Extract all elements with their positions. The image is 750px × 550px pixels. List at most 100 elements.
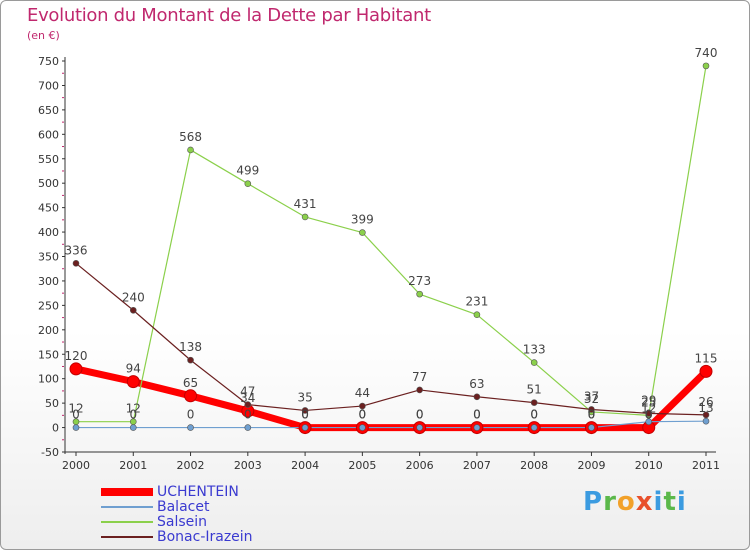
x-tick-label: 2001 [119,459,147,472]
data-point [530,399,538,406]
legend-swatch [101,521,153,523]
series-line-salsein [76,65,707,423]
x-tick-label: 2003 [234,459,262,472]
data-point [301,407,309,414]
data-point [187,356,194,364]
x-tick-label: 2004 [291,459,319,472]
data-label: 273 [408,274,431,288]
data-point [702,417,710,425]
data-label: 35 [297,390,312,404]
proxiti-logo: Proxiti [583,487,687,517]
data-point [72,260,80,267]
data-label: 740 [695,46,718,60]
data-point [416,290,423,298]
logo-letter: o [616,487,636,517]
y-tick-label: 0 [52,422,59,435]
data-point [244,401,252,408]
y-tick-label: 700 [38,79,59,92]
logo-letter: t [663,487,677,517]
data-label: 231 [465,295,488,309]
y-tick-label: -50 [41,446,59,459]
data-label: 568 [179,130,202,144]
data-point [416,424,423,431]
data-point [473,393,481,401]
data-point [359,229,366,236]
legend-label: Salsein [157,514,208,530]
data-label: 32 [584,392,599,406]
data-label: 37 [584,389,599,403]
legend-label: Bonac-Irazein [157,529,253,545]
data-point [645,418,653,425]
data-point [187,424,194,431]
data-label: 0 [473,408,481,422]
data-label: 133 [523,343,546,357]
data-label: 0 [473,408,481,422]
data-point [129,306,137,314]
y-tick-label: 150 [38,348,59,361]
data-point [530,424,538,431]
data-label: 44 [355,386,370,400]
data-label: 0 [416,408,424,422]
chart-title: Evolution du Montant de la Dette par Hab… [27,5,431,26]
data-point [359,424,366,431]
x-tick-label: 2007 [463,459,491,472]
chart-subtitle: (en €) [27,29,60,42]
data-point [473,311,481,318]
x-tick-label: 2008 [520,459,548,472]
legend-swatch [101,536,153,538]
data-label: 34 [240,391,255,405]
data-label: 0 [416,408,424,422]
logo-letter: x [635,487,654,517]
data-label: 94 [126,362,141,376]
data-point [588,424,595,431]
data-label: 0 [244,408,252,422]
y-tick-label: 450 [38,202,59,215]
data-point [473,424,481,431]
data-point [416,386,423,394]
data-point [702,411,710,419]
data-label: 77 [412,370,427,384]
y-tick-label: 100 [38,373,59,386]
data-label: 65 [183,376,198,390]
data-label: 240 [122,290,145,304]
data-label: 13 [698,401,713,415]
data-point [72,418,80,425]
data-point [72,424,80,431]
data-point [645,410,653,417]
legend-swatch [101,488,153,496]
data-label: 63 [469,377,484,391]
y-tick-label: 350 [38,251,59,264]
data-point [69,362,83,376]
data-label: 0 [129,408,137,422]
y-tick-label: 750 [38,55,59,68]
data-point [244,180,252,187]
legend-swatch [101,506,153,508]
data-label: 29 [641,393,656,407]
data-label: 0 [530,408,538,422]
data-label: 399 [351,213,374,227]
data-point [244,424,252,431]
data-point [359,402,366,410]
x-tick-label: 2000 [62,459,90,472]
x-tick-label: 2006 [406,459,434,472]
data-label: 0 [588,408,596,422]
data-label: 0 [359,408,367,422]
logo-letter: P [583,487,604,517]
legend-label: UCHENTEIN [157,484,239,500]
series-line-balacet [76,420,707,429]
data-point [129,418,137,425]
data-label: 0 [301,408,309,422]
data-label: 12 [68,402,83,416]
data-label: 0 [588,408,596,422]
data-label: 12 [641,402,656,416]
y-tick-label: 200 [38,324,59,337]
y-tick-label: 250 [38,299,59,312]
data-label: 0 [359,408,367,422]
data-point [126,375,140,389]
data-label: 26 [698,395,713,409]
data-point [702,62,710,70]
data-label: 138 [179,340,202,354]
data-label: 115 [695,351,718,365]
data-label: 0 [187,408,195,422]
